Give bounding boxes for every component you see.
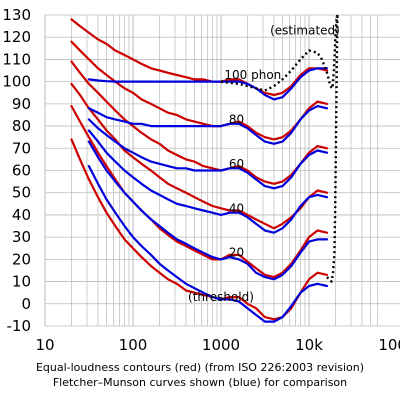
x-tick-label: 10 bbox=[35, 336, 54, 354]
x-tick-label: 1000 bbox=[202, 336, 240, 354]
series-line-red-40 bbox=[70, 82, 329, 230]
annotation-label: (estimated) bbox=[270, 24, 340, 38]
y-tick-label: 50 bbox=[12, 184, 31, 202]
series-line-estimated-estimated-100 bbox=[220, 14, 339, 92]
y-tick-label: 0 bbox=[21, 295, 31, 313]
series-line-red-20 bbox=[70, 104, 329, 279]
y-tick-label: 20 bbox=[12, 250, 31, 268]
series-line-red-60 bbox=[70, 60, 329, 185]
y-tick-label: 30 bbox=[12, 228, 31, 246]
y-tick-label: 120 bbox=[2, 28, 31, 46]
x-tick-label: 100 bbox=[119, 336, 148, 354]
series-line-blue-threshold bbox=[87, 165, 329, 323]
y-tick-label: -10 bbox=[7, 317, 32, 335]
y-tick-label: 70 bbox=[12, 139, 31, 157]
series-line-blue-80 bbox=[87, 104, 329, 145]
caption-line-2: Fletcher–Munson curves shown (blue) for … bbox=[52, 376, 348, 389]
annotation-label: 40 bbox=[229, 201, 244, 215]
series-line-blue-20 bbox=[87, 140, 329, 281]
caption-line-1: Equal-loudness contours (red) (from ISO … bbox=[35, 361, 365, 374]
series-line-red-100 bbox=[70, 18, 329, 97]
annotation-label: (threshold) bbox=[188, 290, 254, 304]
y-tick-label: 90 bbox=[12, 95, 31, 113]
y-tick-label: 60 bbox=[12, 162, 31, 180]
x-tick-label: 10k bbox=[295, 336, 323, 354]
annotation-label: 100 phon bbox=[224, 68, 281, 82]
y-tick-label: 130 bbox=[2, 6, 31, 24]
y-tick-label: 10 bbox=[12, 273, 31, 291]
chart-caption: Equal-loudness contours (red) (from ISO … bbox=[0, 360, 400, 390]
y-tick-label: 100 bbox=[2, 73, 31, 91]
y-tick-label: 80 bbox=[12, 117, 31, 135]
series-line-blue-60 bbox=[87, 118, 329, 190]
annotation-label: 80 bbox=[229, 112, 244, 126]
x-tick-label: 100k bbox=[378, 336, 400, 354]
series-line-blue-100 bbox=[87, 67, 329, 101]
y-tick-label: 40 bbox=[12, 206, 31, 224]
series-line-blue-40 bbox=[87, 129, 329, 234]
annotation-label: 20 bbox=[229, 246, 244, 260]
annotation-label: 60 bbox=[229, 157, 244, 171]
y-tick-label: 110 bbox=[2, 50, 31, 68]
